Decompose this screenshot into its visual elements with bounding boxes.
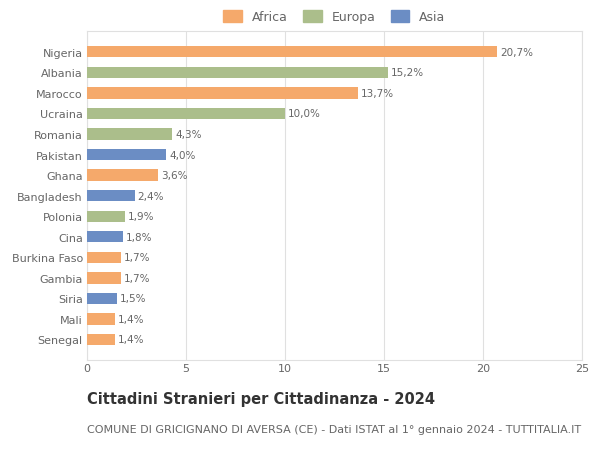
Text: 15,2%: 15,2% [391, 68, 424, 78]
Text: 1,8%: 1,8% [125, 232, 152, 242]
Bar [87, 232, 122, 243]
Bar [87, 334, 115, 345]
Text: 4,0%: 4,0% [169, 150, 196, 160]
Bar [87, 313, 115, 325]
Legend: Africa, Europa, Asia: Africa, Europa, Asia [218, 6, 451, 29]
Bar [87, 170, 158, 181]
Text: Cittadini Stranieri per Cittadinanza - 2024: Cittadini Stranieri per Cittadinanza - 2… [87, 391, 435, 406]
Bar [87, 252, 121, 263]
Bar [87, 190, 134, 202]
Text: 1,5%: 1,5% [119, 294, 146, 304]
Text: 4,3%: 4,3% [175, 130, 202, 140]
Text: 1,4%: 1,4% [118, 314, 144, 324]
Text: COMUNE DI GRICIGNANO DI AVERSA (CE) - Dati ISTAT al 1° gennaio 2024 - TUTTITALIA: COMUNE DI GRICIGNANO DI AVERSA (CE) - Da… [87, 424, 581, 434]
Bar [87, 88, 358, 99]
Text: 2,4%: 2,4% [137, 191, 164, 201]
Bar [87, 273, 121, 284]
Text: 20,7%: 20,7% [500, 48, 533, 58]
Text: 1,7%: 1,7% [124, 273, 150, 283]
Bar [87, 211, 125, 222]
Text: 1,9%: 1,9% [128, 212, 154, 222]
Bar [87, 47, 497, 58]
Bar [87, 293, 116, 304]
Bar [87, 150, 166, 161]
Text: 13,7%: 13,7% [361, 89, 394, 99]
Bar [87, 109, 285, 120]
Bar [87, 129, 172, 140]
Bar [87, 67, 388, 79]
Text: 1,4%: 1,4% [118, 335, 144, 345]
Text: 3,6%: 3,6% [161, 171, 188, 181]
Text: 1,7%: 1,7% [124, 253, 150, 263]
Text: 10,0%: 10,0% [288, 109, 321, 119]
